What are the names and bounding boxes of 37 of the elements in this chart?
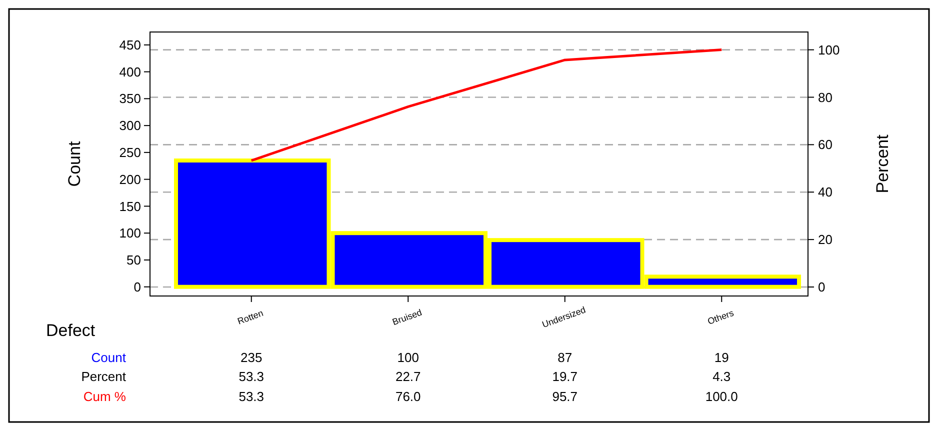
y2-tick-label: 60 (818, 137, 832, 152)
y-tick-label: 200 (119, 172, 141, 187)
text: 22.7 (395, 369, 421, 384)
y-tick-label: 450 (119, 37, 141, 52)
text: 19.7 (552, 369, 578, 384)
data-label: 95.7 (552, 389, 578, 404)
y2-tick-label: 20 (818, 232, 832, 248)
data-label: 53.3 (238, 389, 264, 404)
y2-tick-label: 0 (818, 280, 826, 295)
text: 53.3 (238, 369, 264, 384)
text: Count (91, 350, 126, 365)
y-tick-label: 50 (126, 252, 141, 268)
y-tick-label: 350 (119, 91, 141, 106)
text: 4.3 (712, 369, 731, 384)
y2-tick-label: 40 (818, 184, 832, 200)
y-tick-label: 400 (119, 64, 141, 80)
y-axis-title: Count (65, 141, 84, 187)
y2-tick-label: 100 (818, 42, 840, 58)
x-tick-label: Others (706, 308, 736, 326)
y-tick-label: 0 (134, 279, 141, 294)
x-tick-label: Rotten (236, 308, 265, 326)
text: Percent (81, 369, 126, 384)
data-label: 100.0 (705, 389, 738, 404)
text: Cum % (83, 389, 126, 404)
data-label: 76.0 (395, 389, 421, 404)
y-tick-label: 300 (119, 118, 141, 134)
line-series (250, 48, 723, 162)
y-tick-label: 250 (119, 144, 141, 160)
data-label: 100 (397, 350, 419, 365)
x-axis-title: Defect (46, 321, 96, 340)
y2-axis-title: Percent (873, 134, 892, 194)
y-tick-label: 150 (119, 198, 141, 214)
y2-tick-label: 80 (818, 90, 832, 105)
data-label: 19 (714, 350, 729, 365)
y-tick-label: 100 (119, 226, 141, 241)
data-label: 235 (240, 350, 262, 365)
data-label: 87 (558, 350, 572, 365)
